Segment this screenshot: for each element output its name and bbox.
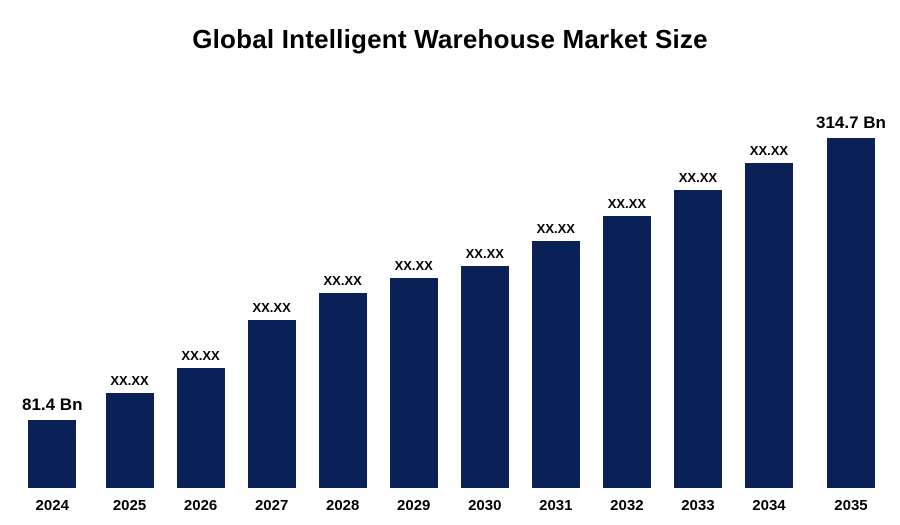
bar-group-2028: XX.XX 2028 [318, 273, 367, 515]
bar-value-label: XX.XX [749, 143, 789, 158]
bar-value-label: XX.XX [536, 221, 575, 236]
x-axis-tick-label: 2024 [35, 497, 69, 514]
bar-value-label: XX.XX [394, 258, 433, 273]
bar-value-label: XX.XX [323, 273, 362, 288]
bar-group-2030: XX.XX 2030 [460, 246, 509, 515]
bar-group-2024: 81.4 Bn 2024 [22, 395, 82, 515]
x-axis-tick-label: 2025 [112, 497, 147, 514]
bar-group-2035: 314.7 Bn 2035 [816, 113, 886, 515]
bar-2034 [744, 163, 793, 488]
x-axis-tick-label: 2030 [468, 497, 502, 514]
bar-2026 [176, 368, 225, 488]
bar-group-2027: XX.XX 2027 [247, 300, 296, 515]
bar-value-label: XX.XX [465, 246, 504, 261]
bar-group-2031: XX.XX 2031 [531, 221, 580, 515]
bar-group-2034: XX.XX 2034 [744, 143, 793, 515]
bar-2027 [247, 320, 296, 488]
x-axis-tick-label: 2033 [681, 497, 715, 514]
bar-2025 [105, 393, 154, 488]
bar-group-2029: XX.XX 2029 [389, 258, 438, 515]
bar-2032 [602, 216, 651, 488]
bar-2033 [673, 190, 722, 488]
bar-value-label: XX.XX [110, 373, 149, 388]
bar-2024 [28, 420, 77, 488]
x-axis-tick-label: 2034 [752, 497, 786, 514]
x-axis-tick-label: 2032 [610, 497, 644, 514]
x-axis-tick-label: 2029 [397, 497, 431, 514]
x-axis-tick-label: 2031 [539, 497, 573, 514]
x-axis-tick-label: 2028 [325, 497, 360, 514]
bar-group-2025: XX.XX 2025 [105, 373, 154, 515]
bar-group-2026: XX.XX 2026 [176, 348, 225, 515]
bar-2030 [460, 266, 509, 488]
bar-value-label: 314.7 Bn [816, 113, 886, 132]
x-axis-tick-label: 2027 [254, 497, 289, 514]
x-axis-tick-label: 2026 [183, 497, 218, 514]
bar-2029 [389, 278, 438, 488]
bar-2031 [531, 241, 580, 488]
bar-value-label: XX.XX [252, 300, 291, 315]
bar-value-label: XX.XX [607, 196, 646, 211]
bar-chart: 81.4 Bn 2024 XX.XX 2025 XX.XX 2026 XX.XX 2027 XX… [22, 80, 886, 515]
bar-value-label: 81.4 Bn [22, 395, 83, 414]
bar-value-label: XX.XX [181, 348, 220, 363]
bar-2035 [826, 138, 875, 488]
chart-title: Global Intelligent Warehouse Market Size [192, 24, 708, 54]
bar-group-2033: XX.XX 2033 [673, 170, 722, 515]
bar-value-label: XX.XX [678, 170, 718, 185]
x-axis-tick-label: 2035 [834, 497, 868, 514]
bar-group-2032: XX.XX 2032 [602, 196, 651, 515]
bar-2028 [318, 293, 367, 488]
